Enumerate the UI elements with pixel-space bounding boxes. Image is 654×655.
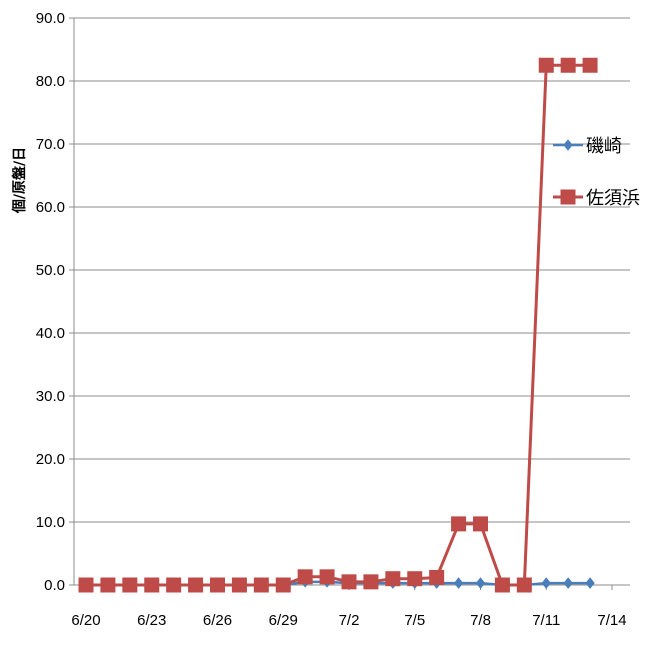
x-tick-label: 7/8 [470, 612, 491, 629]
data-point [297, 569, 313, 585]
data-point [341, 574, 357, 590]
data-point [100, 577, 116, 593]
y-tick-label: 10.0 [36, 514, 65, 531]
data-point [231, 577, 247, 593]
x-tick-label: 7/2 [339, 612, 360, 629]
data-point [363, 574, 379, 590]
y-tick-label: 40.0 [36, 325, 65, 342]
data-point [475, 577, 486, 589]
y-axis-label: 個/原盤/日 [11, 147, 28, 214]
series [78, 57, 598, 593]
data-point [122, 577, 138, 593]
legend-entry: 磯崎 [553, 136, 622, 157]
data-point [407, 571, 423, 587]
data-point [451, 516, 467, 532]
data-point [144, 577, 160, 593]
series-sasuhama [78, 57, 598, 593]
data-point [473, 516, 488, 532]
y-tick-label: 90.0 [36, 10, 65, 27]
x-tick-label: 7/14 [597, 612, 626, 629]
series-line [86, 63, 591, 587]
data-point [429, 569, 445, 585]
data-point [275, 577, 291, 593]
data-point [538, 57, 554, 73]
data-point [585, 577, 595, 589]
data-point [494, 577, 510, 593]
data-point [516, 577, 532, 593]
x-tick-label: 7/11 [532, 612, 560, 629]
y-tick-label: 80.0 [36, 73, 65, 90]
y-tick-label: 0.0 [44, 577, 65, 594]
x-tick-label: 6/23 [137, 612, 166, 629]
data-point [563, 577, 573, 589]
y-tick-label: 30.0 [36, 388, 65, 405]
data-point [319, 569, 335, 585]
x-tick-label: 6/29 [269, 612, 298, 629]
data-point [385, 571, 401, 587]
legend-entry: 佐須浜 [553, 188, 640, 209]
y-tick-label: 20.0 [36, 451, 65, 468]
data-point [166, 577, 182, 593]
data-point [541, 577, 551, 589]
y-tick-label: 60.0 [36, 199, 65, 216]
data-point [563, 139, 573, 151]
legend-label: 磯崎 [586, 136, 622, 157]
data-point [453, 577, 464, 589]
axes: 0.0 10.0 20.0 30.0 40.0 50.0 60.0 70.0 80.0 90.0 6… [36, 10, 630, 629]
x-tick-label: 6/20 [71, 612, 100, 629]
data-point [560, 57, 576, 73]
data-point [253, 577, 269, 593]
data-point [560, 189, 576, 205]
data-point [582, 57, 598, 73]
data-point [188, 577, 204, 593]
y-tick-label: 70.0 [36, 136, 65, 153]
x-tick-label: 7/5 [404, 612, 425, 629]
gridlines [74, 17, 630, 523]
data-point [210, 577, 225, 593]
data-point [78, 577, 94, 593]
legend-label: 佐須浜 [586, 188, 640, 209]
y-tick-label: 50.0 [36, 262, 65, 279]
x-tick-label: 6/26 [203, 612, 232, 629]
